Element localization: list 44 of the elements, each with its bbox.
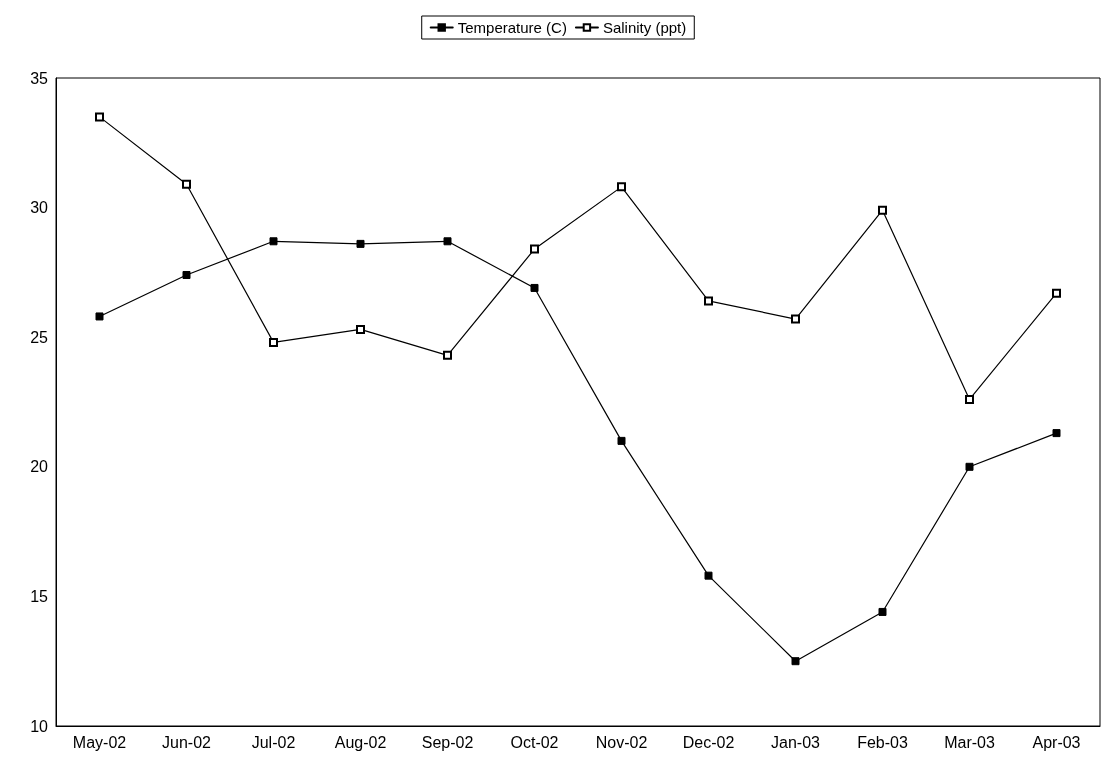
point (182, 270, 191, 279)
point (95, 112, 104, 122)
x-tick-label: Jan-03 (771, 733, 821, 751)
point (878, 607, 887, 616)
point (530, 244, 539, 254)
point (356, 324, 365, 334)
x-tick-label: Jun-02 (162, 733, 212, 751)
legend-label: Temperature (C) (457, 19, 567, 36)
x-tick-label: May-02 (72, 733, 127, 751)
point (95, 312, 104, 321)
x-tick-label: Nov-02 (595, 733, 648, 751)
point (1052, 429, 1061, 438)
point (704, 296, 713, 306)
x-tick-label: Jul-02 (251, 733, 296, 751)
y-tick-label: 10 (30, 717, 49, 735)
point (269, 237, 278, 246)
point (791, 657, 800, 666)
point (965, 462, 974, 471)
x-tick-label: Sep-02 (421, 733, 474, 751)
point (269, 337, 278, 347)
point (443, 350, 452, 360)
point (1052, 288, 1061, 298)
y-tick-label: 30 (30, 199, 49, 217)
legend-label: Salinity (ppt) (602, 19, 687, 36)
x-tick-label: Oct-02 (510, 733, 559, 751)
point (617, 436, 626, 445)
x-tick-label: Apr-03 (1032, 733, 1081, 751)
point (965, 394, 974, 404)
x-tick-label: Feb-03 (857, 733, 908, 751)
x-tick-label: Mar-03 (944, 733, 995, 751)
point (182, 179, 191, 189)
y-tick-label: 25 (30, 328, 49, 346)
y-tick-label: 35 (30, 69, 49, 87)
point (530, 283, 539, 292)
point (617, 182, 626, 192)
y-tick-label: 15 (30, 587, 49, 605)
x-tick-label: Aug-02 (334, 733, 387, 751)
point (356, 239, 365, 248)
point (704, 571, 713, 580)
point (443, 237, 452, 246)
point (878, 205, 887, 215)
y-tick-label: 20 (30, 458, 49, 476)
x-tick-label: Dec-02 (682, 733, 735, 751)
point (791, 314, 800, 324)
